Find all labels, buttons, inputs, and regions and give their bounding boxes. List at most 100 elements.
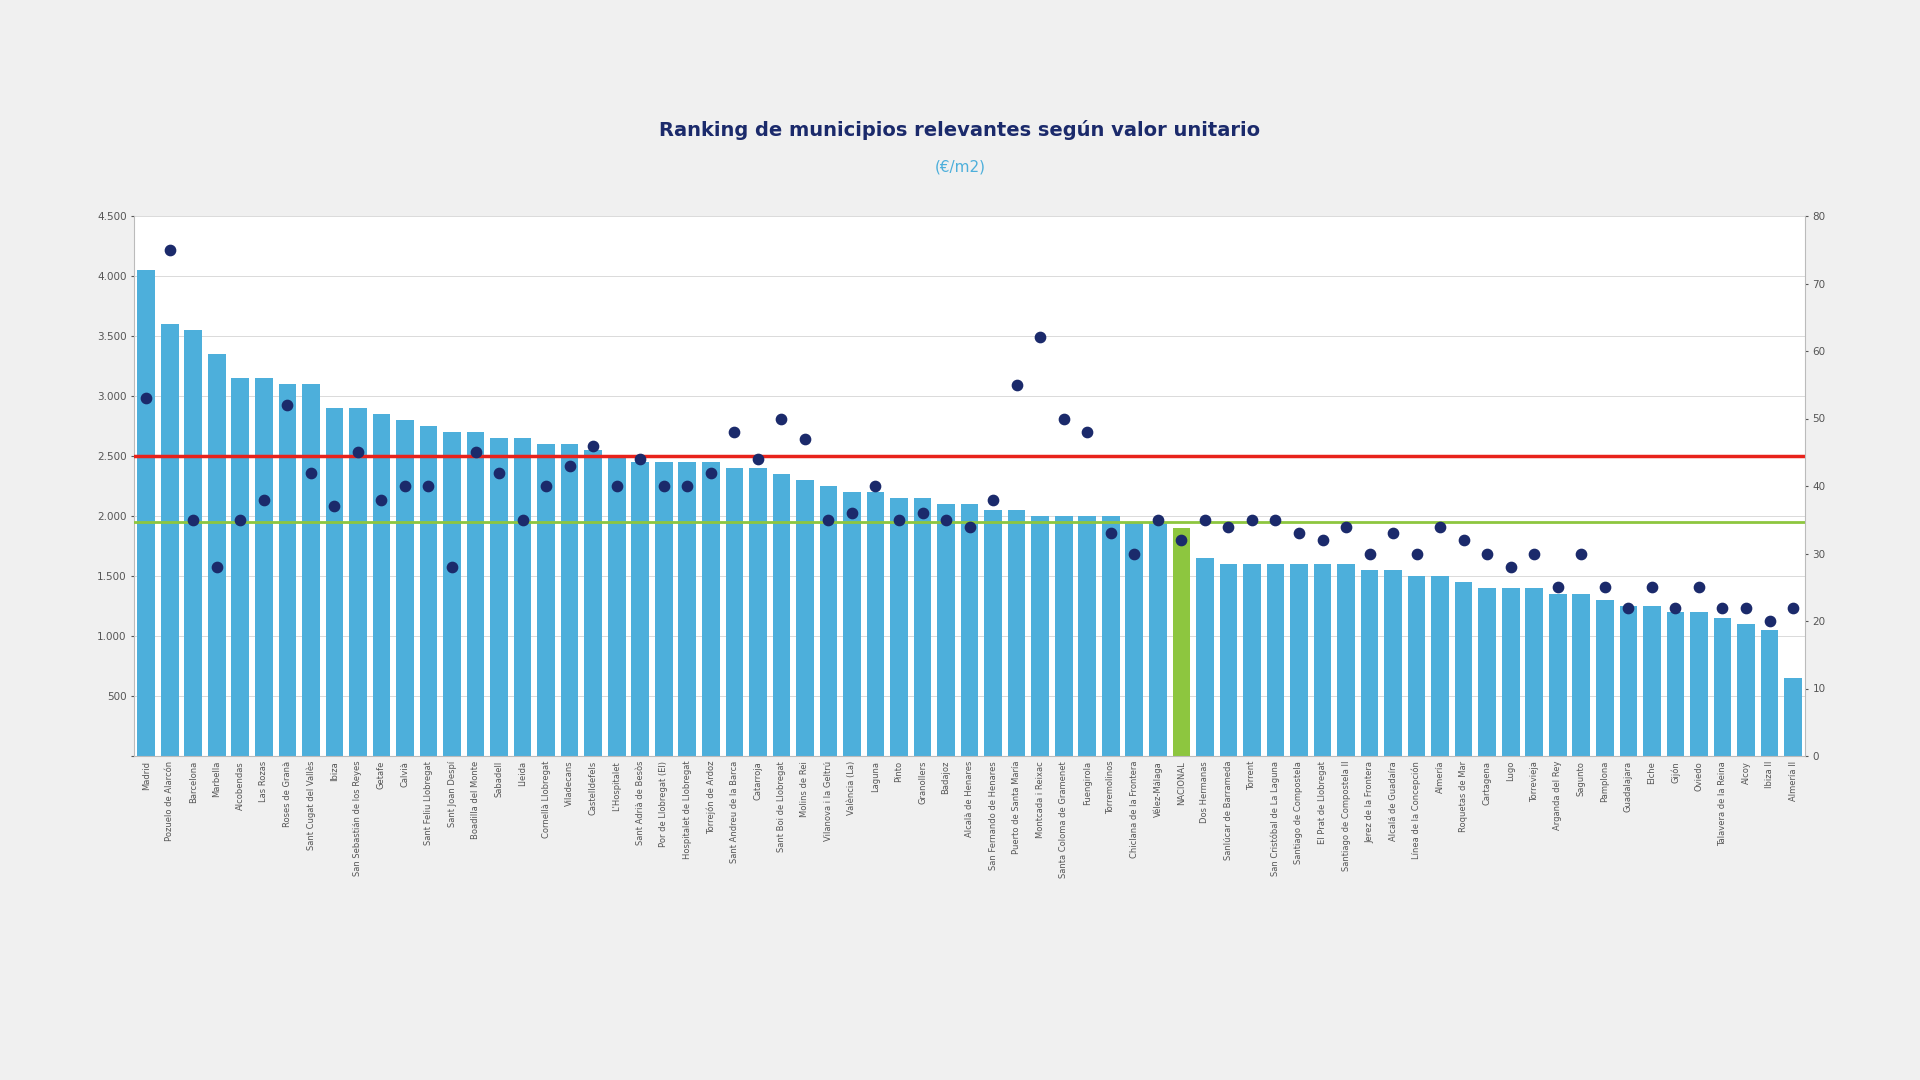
Point: [1661, 598, 1692, 616]
Point: [977, 490, 1008, 509]
Bar: [1524, 588, 1544, 756]
Bar: [349, 408, 367, 756]
Bar: [1407, 576, 1425, 756]
Bar: [1620, 606, 1638, 756]
Point: [154, 241, 184, 258]
Bar: [1761, 630, 1778, 756]
Point: [718, 423, 749, 441]
Bar: [772, 474, 791, 756]
Bar: [301, 384, 319, 756]
Bar: [1596, 600, 1613, 756]
Bar: [749, 468, 766, 756]
Point: [1213, 517, 1244, 535]
Point: [1379, 525, 1409, 542]
Bar: [891, 498, 908, 756]
Point: [1496, 558, 1526, 576]
Point: [1190, 511, 1221, 528]
Bar: [1549, 594, 1567, 756]
Point: [883, 511, 914, 528]
Point: [1613, 598, 1644, 616]
Bar: [678, 462, 697, 756]
Point: [1590, 579, 1620, 596]
Bar: [703, 462, 720, 756]
Point: [601, 477, 632, 495]
Bar: [1478, 588, 1496, 756]
Bar: [1148, 522, 1167, 756]
Point: [390, 477, 420, 495]
Bar: [1125, 522, 1142, 756]
Bar: [278, 384, 296, 756]
Point: [954, 517, 985, 535]
Point: [1236, 511, 1267, 528]
Bar: [1102, 516, 1119, 756]
Point: [1308, 531, 1338, 549]
Point: [766, 409, 797, 427]
Point: [296, 464, 326, 482]
Bar: [490, 438, 509, 756]
Bar: [184, 330, 202, 756]
Point: [931, 511, 962, 528]
Bar: [538, 444, 555, 756]
Bar: [1784, 678, 1801, 756]
Bar: [396, 420, 415, 756]
Point: [695, 464, 726, 482]
Bar: [1501, 588, 1519, 756]
Bar: [444, 432, 461, 756]
Point: [225, 511, 255, 528]
Bar: [960, 504, 979, 756]
Point: [1284, 525, 1315, 542]
Bar: [161, 324, 179, 756]
Bar: [914, 498, 931, 756]
Point: [743, 450, 774, 468]
Point: [1567, 544, 1597, 562]
Point: [649, 477, 680, 495]
Bar: [726, 468, 743, 756]
Point: [319, 498, 349, 515]
Bar: [1690, 612, 1707, 756]
Point: [1025, 328, 1056, 346]
Bar: [985, 510, 1002, 756]
Bar: [232, 378, 250, 756]
Point: [1730, 598, 1761, 616]
Bar: [584, 450, 603, 756]
Point: [789, 430, 820, 447]
Point: [1096, 525, 1127, 542]
Bar: [1290, 564, 1308, 756]
Point: [578, 436, 609, 454]
Point: [1402, 544, 1432, 562]
Bar: [1715, 618, 1732, 756]
Bar: [1455, 582, 1473, 756]
Point: [1755, 612, 1786, 630]
Point: [1448, 531, 1478, 549]
Point: [1048, 409, 1079, 427]
Bar: [561, 444, 578, 756]
Bar: [1361, 570, 1379, 756]
Point: [812, 511, 843, 528]
Point: [530, 477, 561, 495]
Bar: [467, 432, 484, 756]
Bar: [632, 462, 649, 756]
Point: [1002, 376, 1033, 393]
Point: [273, 396, 303, 414]
Point: [1473, 544, 1503, 562]
Bar: [797, 480, 814, 756]
Bar: [1031, 516, 1048, 756]
Bar: [1644, 606, 1661, 756]
Bar: [843, 492, 860, 756]
Point: [1142, 511, 1173, 528]
Bar: [1054, 516, 1073, 756]
Point: [1542, 579, 1572, 596]
Bar: [1572, 594, 1590, 756]
Bar: [255, 378, 273, 756]
Point: [672, 477, 703, 495]
Bar: [1267, 564, 1284, 756]
Text: (€/m2): (€/m2): [935, 160, 985, 175]
Point: [1354, 544, 1384, 562]
Bar: [1008, 510, 1025, 756]
Point: [1636, 579, 1667, 596]
Point: [131, 390, 161, 407]
Bar: [1079, 516, 1096, 756]
Point: [555, 457, 586, 474]
Point: [179, 511, 209, 528]
Bar: [1196, 558, 1213, 756]
